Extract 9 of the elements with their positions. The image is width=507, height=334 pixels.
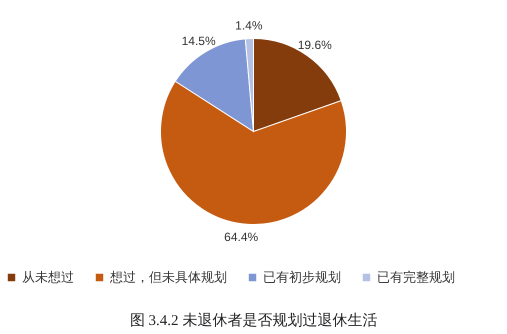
data-label: 1.4% xyxy=(235,18,263,33)
legend-label: 已有初步规划 xyxy=(263,270,341,285)
text: 图 3.4.2 未退休者是否规划过退休生活 xyxy=(130,312,378,329)
legend-label: 从未想过 xyxy=(22,270,74,285)
data-label: 19.6% xyxy=(298,38,332,52)
legend-label: 想过，但未具体规划 xyxy=(109,270,227,285)
data-label: 64.4% xyxy=(224,230,259,244)
legend-label: 已有完整规划 xyxy=(377,270,455,285)
data-label: 14.5% xyxy=(182,34,216,48)
